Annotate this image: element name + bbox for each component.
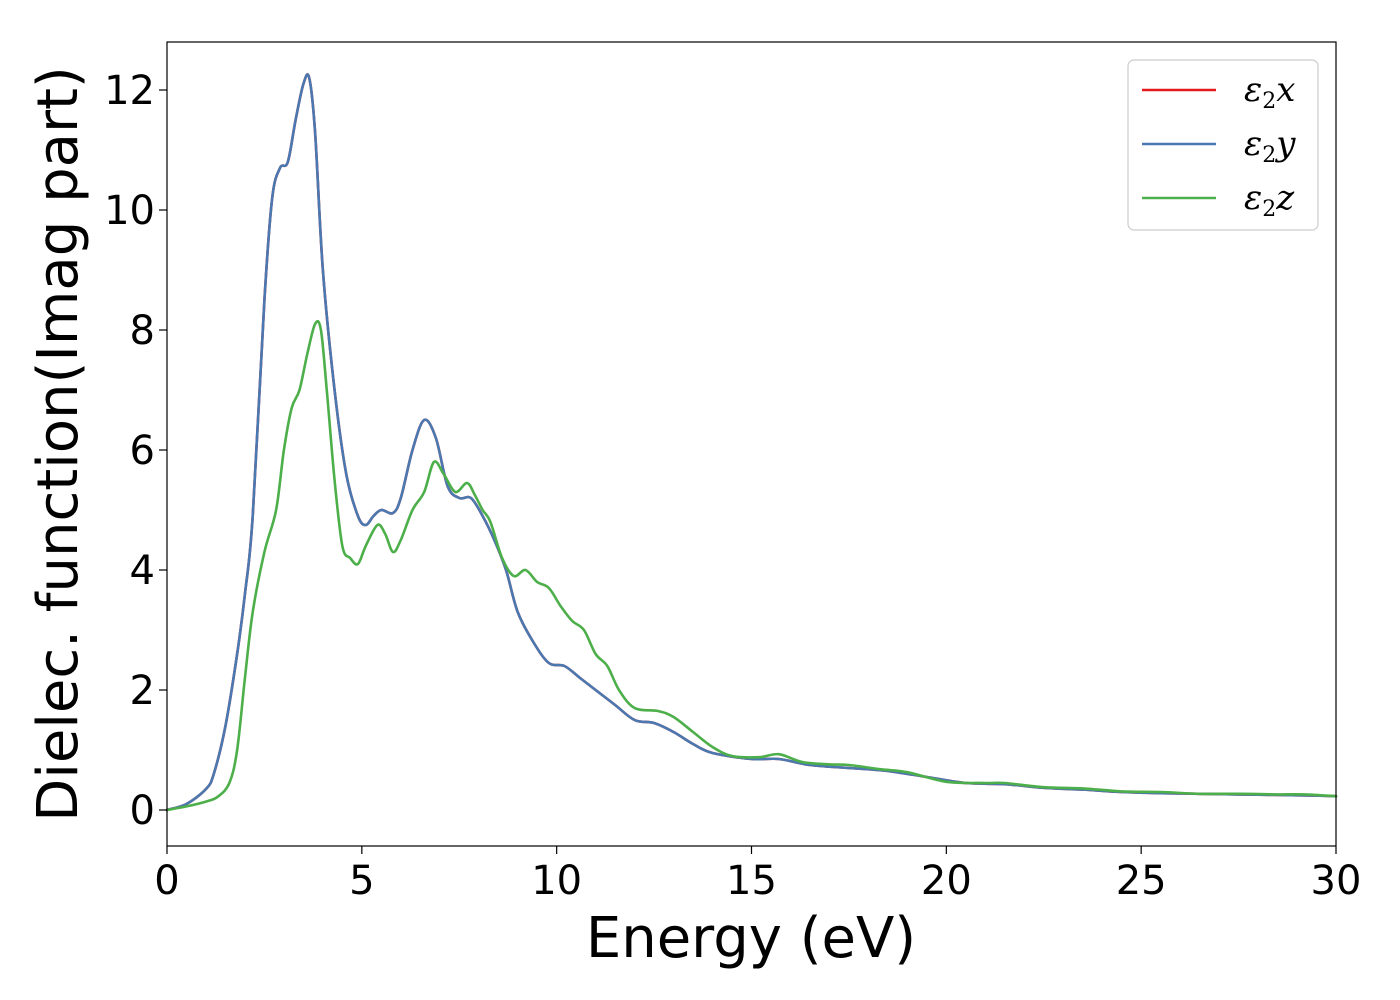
y-tick-label: 10 <box>104 188 155 234</box>
y-axis-label: Dielec. function(Imag part) <box>26 66 91 822</box>
y-axis-ticks: 0 2 4 6 8 10 12 <box>104 68 167 834</box>
x-tick-label: 5 <box>349 858 374 904</box>
x-axis-ticks: 0 5 10 15 20 25 30 <box>154 846 1361 904</box>
legend-label-y: ε2y <box>1244 124 1296 168</box>
x-tick-label: 15 <box>726 858 777 904</box>
legend: ε2x ε2y ε2z <box>1127 59 1319 231</box>
x-tick-label: 0 <box>154 858 179 904</box>
x-tick-label: 10 <box>531 858 582 904</box>
legend-label-z: ε2z <box>1244 178 1295 222</box>
series-line-z <box>165 319 1338 812</box>
x-tick-label: 30 <box>1311 858 1362 904</box>
y-tick-label: 6 <box>130 428 155 474</box>
y-tick-label: 8 <box>130 308 155 354</box>
legend-box <box>1127 59 1319 231</box>
series-layer <box>165 73 1338 812</box>
y-tick-label: 12 <box>104 68 155 114</box>
x-axis-label: Energy (eV) <box>586 906 916 971</box>
x-tick-label: 25 <box>1116 858 1167 904</box>
y-tick-label: 0 <box>130 788 155 834</box>
legend-items: ε2x ε2y ε2z <box>1142 70 1296 222</box>
legend-label-x: ε2x <box>1244 70 1295 114</box>
y-tick-label: 4 <box>130 548 155 594</box>
x-tick-label: 20 <box>921 858 972 904</box>
y-tick-label: 2 <box>130 668 155 714</box>
